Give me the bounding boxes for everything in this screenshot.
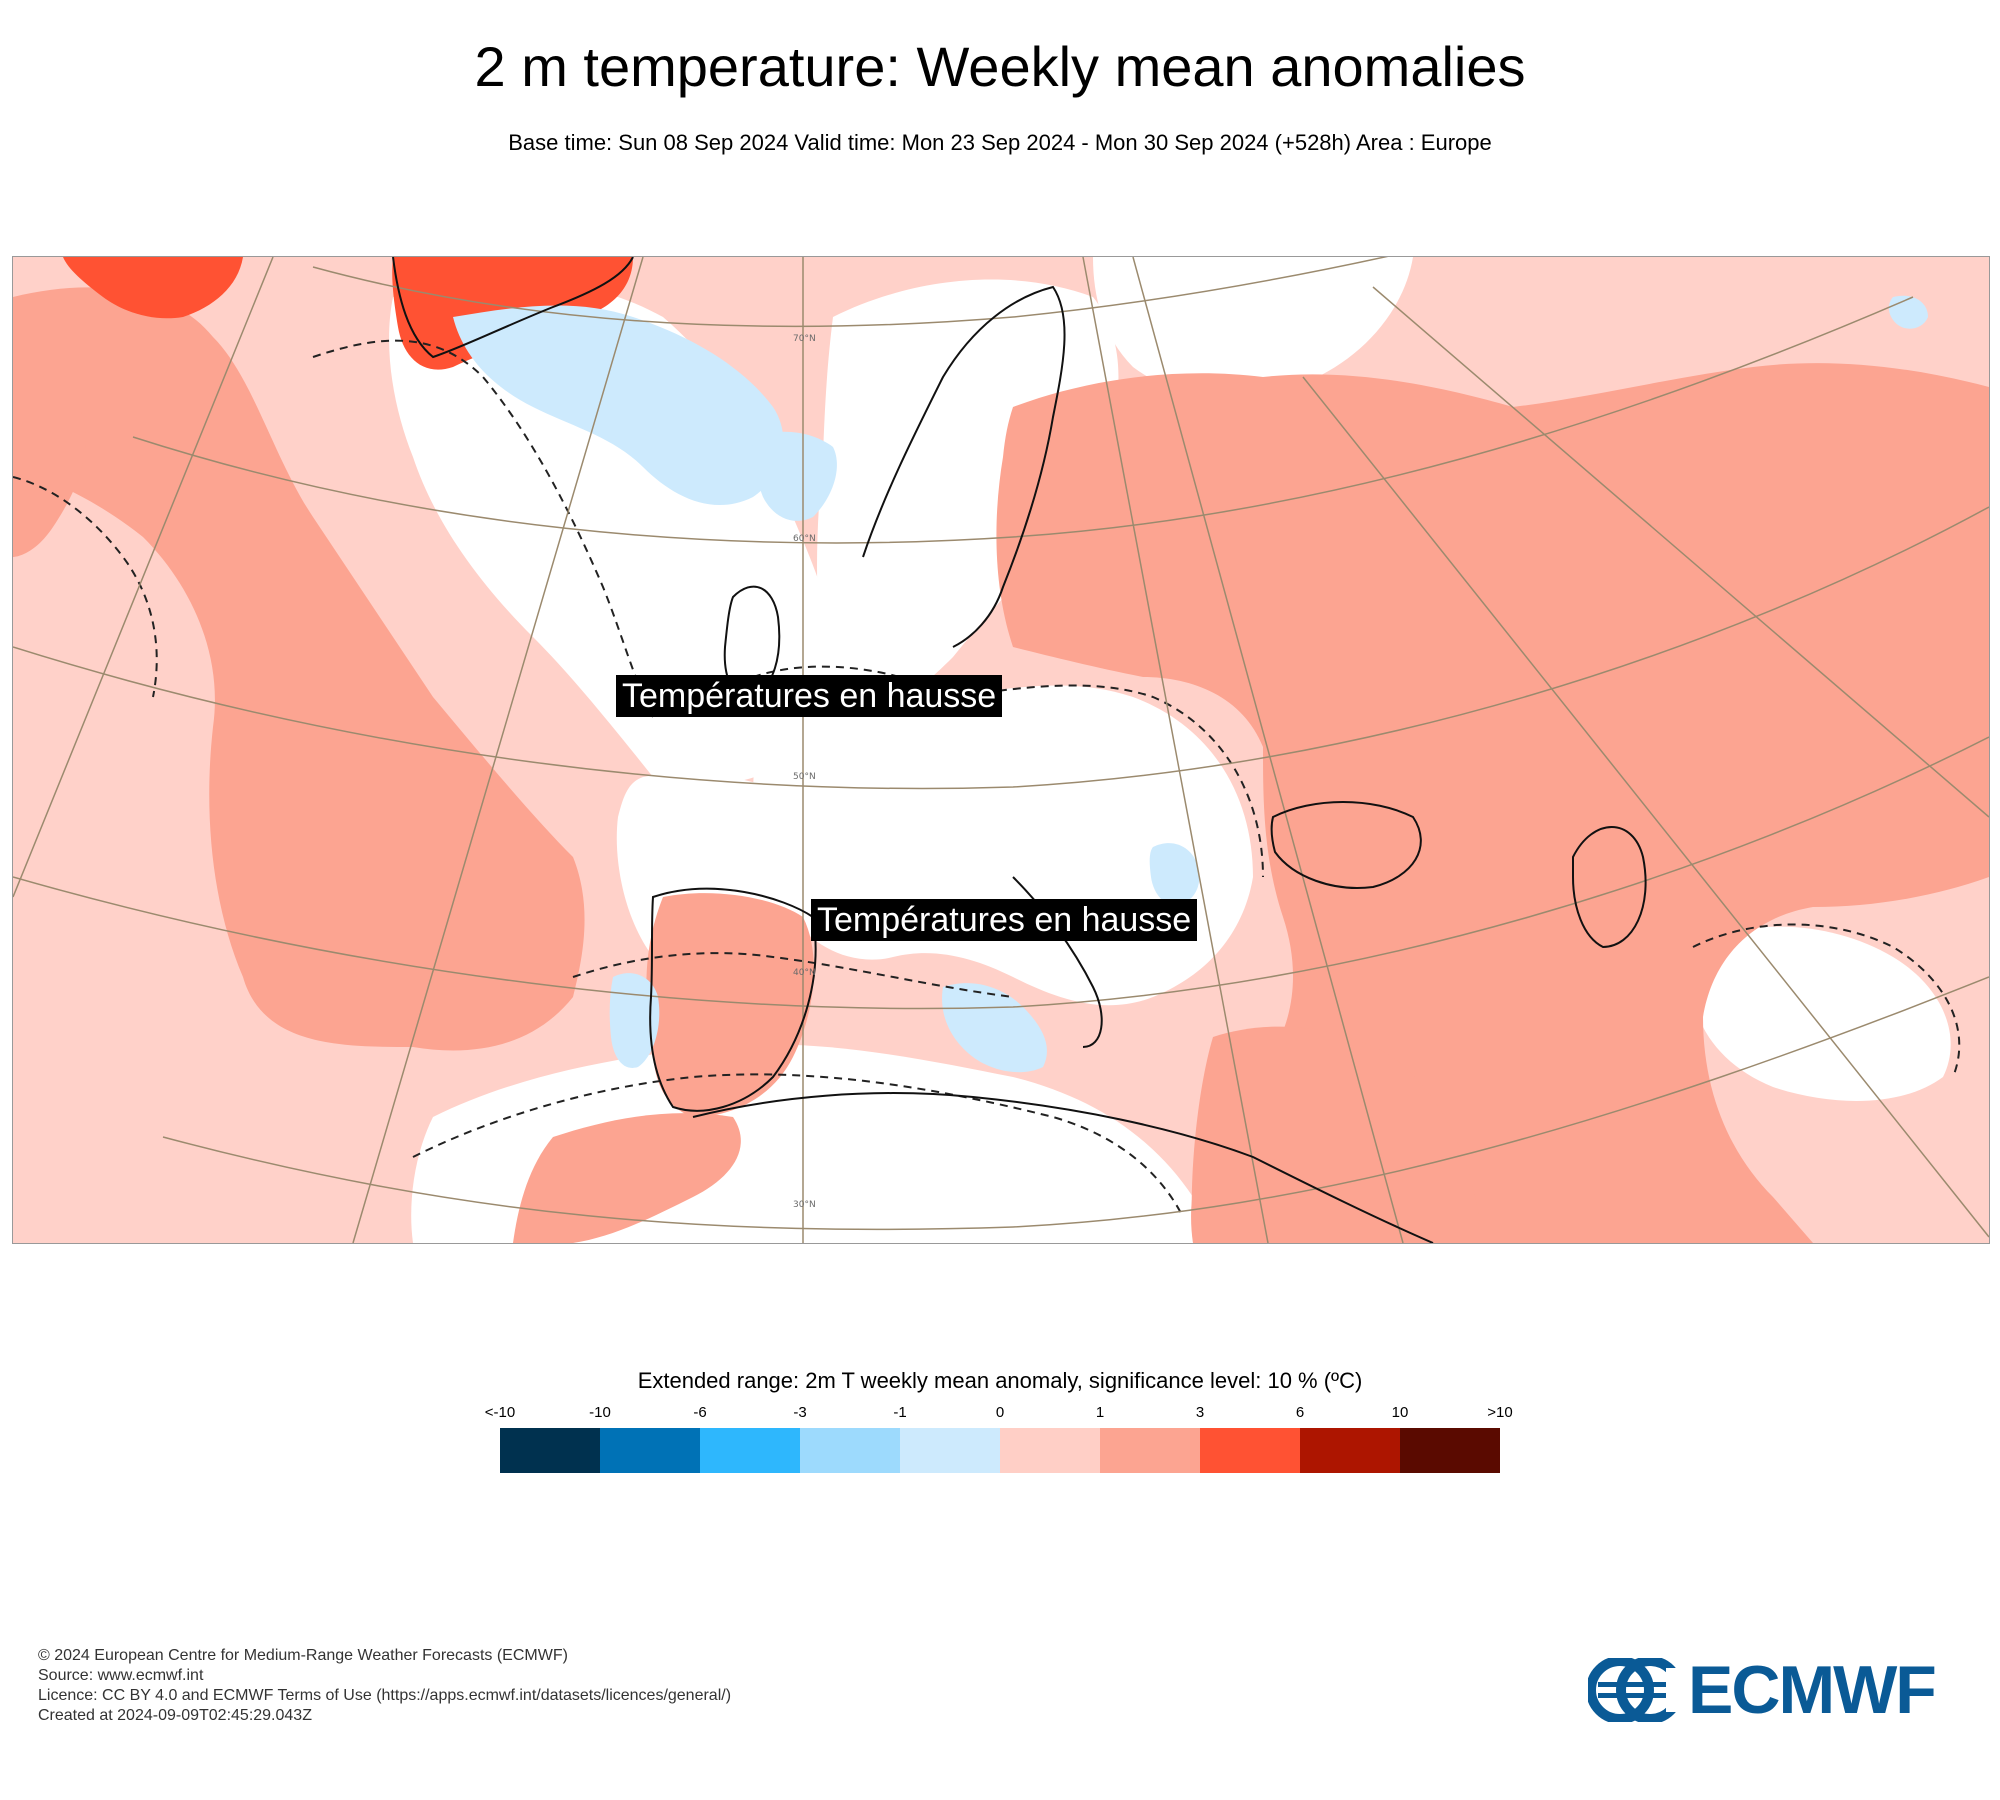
latitude-labels: 70°N 60°N 50°N 40°N 30°N	[793, 334, 816, 1210]
coastlines	[392, 257, 1647, 1243]
cool-region-norwegian-sea	[453, 305, 784, 506]
significance-contours	[13, 339, 1961, 1218]
annotation-label-north: Températures en hausse	[616, 675, 1003, 717]
latitude-line-40	[13, 736, 1989, 1010]
legend-tick: 0	[995, 1404, 1005, 1421]
meridian-line-east4	[1372, 286, 1989, 818]
lat-label-60: 60°N	[793, 534, 816, 544]
coastline-north-africa	[692, 1092, 1434, 1243]
legend-tick: -1	[893, 1404, 907, 1421]
legend-tick: 3	[1195, 1404, 1205, 1421]
coastline-iberia	[649, 887, 817, 1112]
legend-swatch	[800, 1428, 900, 1473]
legend-tick: 10	[1391, 1404, 1409, 1421]
neutral-region-east-patch	[1693, 926, 1951, 1101]
warm-strong-region-greenland-west	[63, 257, 243, 319]
legend-color-bar	[500, 1428, 1500, 1473]
legend-tick: -10	[589, 1404, 611, 1421]
latitude-line-60	[132, 296, 1914, 544]
cool-region-baltic	[752, 431, 837, 521]
significance-contour-mediterranean	[572, 952, 1014, 998]
footer-source: Source: www.ecmwf.int	[38, 1667, 204, 1684]
legend-tick: -3	[793, 1404, 807, 1421]
cool-region-italy	[942, 983, 1047, 1073]
map-canvas: 70°N 60°N 50°N 40°N 30°N	[13, 257, 1989, 1243]
legend-ticks: <-10 -10 -6 -3 -1 0 1 3 6 10 >10	[485, 1404, 1513, 1424]
neutral-region-scandinavia	[817, 279, 1119, 727]
cool-region-aegean	[1149, 843, 1200, 906]
legend-swatch	[500, 1428, 600, 1473]
legend-swatch	[1400, 1428, 1500, 1473]
legend-tick: <-10	[484, 1404, 516, 1421]
footer-licence: Licence: CC BY 4.0 and ECMWF Terms of Us…	[38, 1687, 732, 1704]
graticule	[13, 257, 1989, 1243]
significance-contour-north	[312, 339, 654, 718]
chart-title: 2 m temperature: Weekly mean anomalies	[474, 35, 1526, 98]
legend-swatch	[900, 1428, 1000, 1473]
warm-medium-region-eastern-europe	[996, 363, 1989, 1243]
significance-contour-west	[13, 476, 158, 698]
legend-tick: 6	[1295, 1404, 1305, 1421]
significance-contour-europe	[752, 665, 1264, 878]
warm-medium-region-western-atlantic	[13, 374, 86, 557]
footer: © 2024 European Centre for Medium-Range …	[38, 1646, 731, 1726]
cool-region-west-mediterranean	[609, 973, 660, 1068]
legend-title: Extended range: 2m T weekly mean anomaly…	[637, 1368, 1363, 1393]
legend-swatch	[700, 1428, 800, 1473]
legend-swatch	[600, 1428, 700, 1473]
latitude-line-50	[13, 506, 1989, 790]
coastline-caspian	[1572, 826, 1647, 949]
latitude-line-70	[312, 257, 1389, 328]
footer-created: Created at 2024-09-09T02:45:29.043Z	[38, 1707, 312, 1724]
coastline-black-sea	[1270, 801, 1422, 889]
legend-tick: 1	[1095, 1404, 1105, 1421]
legend-swatch	[1000, 1428, 1100, 1473]
lat-label-30: 30°N	[793, 1200, 816, 1210]
lat-label-40: 40°N	[793, 968, 816, 978]
meridian-line-west2	[13, 257, 274, 898]
significance-contour-east	[1692, 923, 1961, 1078]
warm-medium-region-morocco	[513, 1113, 741, 1243]
annotation-label-south: Températures en hausse	[811, 899, 1198, 941]
neutral-region-arctic-north	[1093, 257, 1413, 398]
significance-contour-africa	[412, 1073, 1184, 1218]
coastline-scandinavia	[862, 285, 1066, 648]
coastline-greenland	[392, 257, 634, 359]
ecmwf-logo-text: ECMWF	[1688, 1652, 1937, 1728]
legend-swatch	[1200, 1428, 1300, 1473]
legend-tick: >10	[1487, 1404, 1513, 1421]
ecmwf-logo: ECMWF	[1588, 1652, 1968, 1728]
meridian-line-west1	[352, 257, 644, 1243]
legend-swatch	[1100, 1428, 1200, 1473]
warm-medium-region-atlantic	[13, 287, 585, 1051]
warm-medium-region-north-africa-east	[1191, 1026, 1483, 1243]
footer-copyright: © 2024 European Centre for Medium-Range …	[38, 1647, 568, 1664]
legend-swatch	[1300, 1428, 1400, 1473]
warm-medium-region-iberia	[646, 893, 814, 1117]
meridian-line-east2	[1132, 257, 1404, 1243]
latitude-line-30	[162, 976, 1989, 1231]
ecmwf-emblem-icon	[1588, 1658, 1680, 1722]
meridian-line-east1	[1082, 257, 1269, 1243]
anomaly-map: 70°N 60°N 50°N 40°N 30°N	[12, 256, 1990, 1244]
lat-label-70: 70°N	[793, 334, 816, 344]
chart-subtitle: Base time: Sun 08 Sep 2024 Valid time: M…	[508, 130, 1492, 155]
meridian-line-east3	[1302, 376, 1989, 1238]
lat-label-50: 50°N	[793, 772, 816, 782]
legend-tick: -6	[693, 1404, 707, 1421]
